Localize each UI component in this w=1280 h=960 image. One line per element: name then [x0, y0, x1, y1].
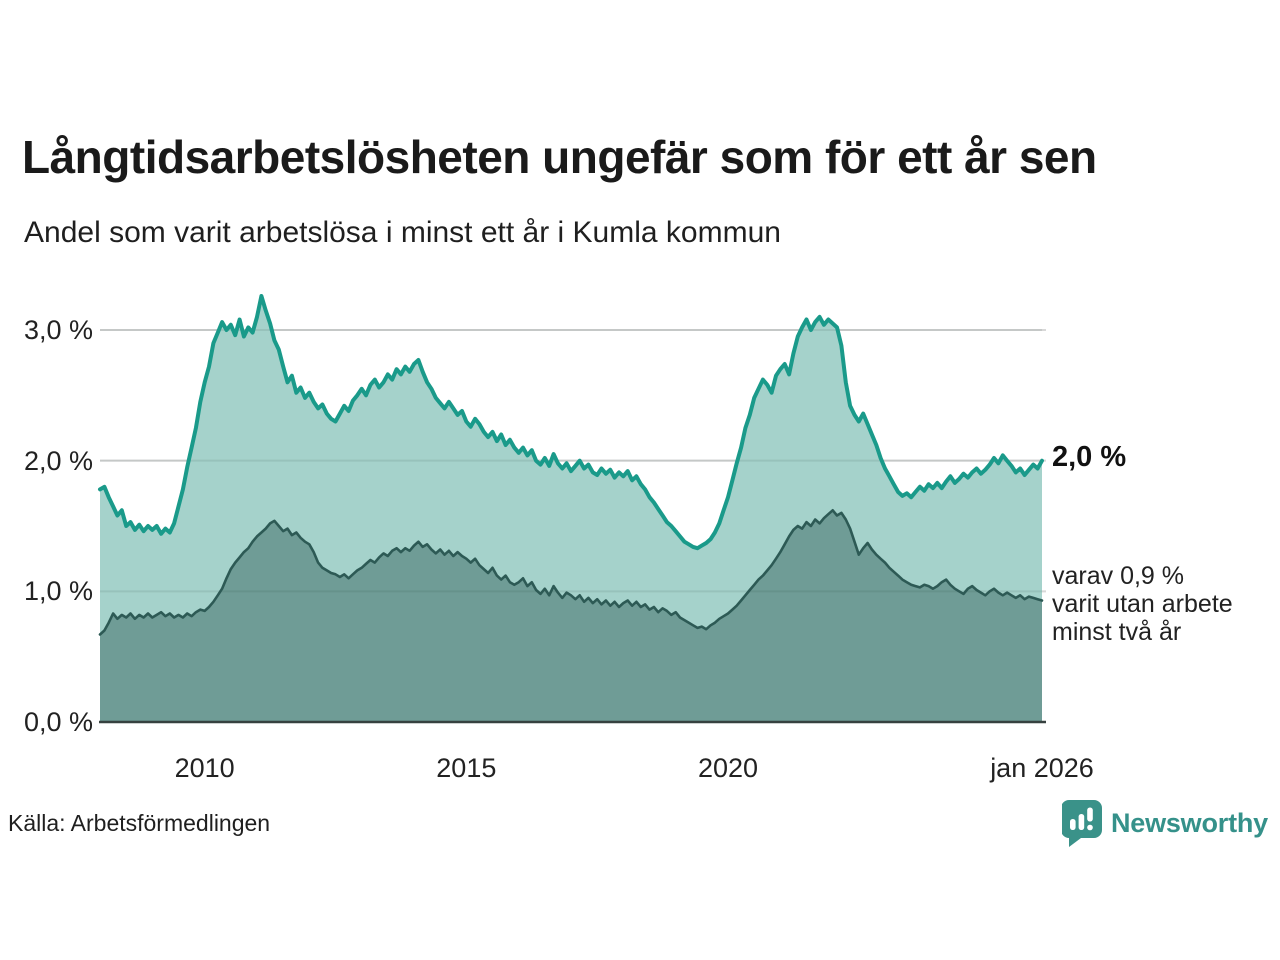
x-axis-tick-label: jan 2026	[990, 753, 1094, 783]
sub-series-note-line: varit utan arbete	[1052, 590, 1233, 619]
page-title: Långtidsarbetslösheten ungefär som för e…	[22, 131, 1097, 183]
x-axis-tick-label: 2015	[436, 753, 497, 783]
sub-series-note: varav 0,9 % varit utan arbete minst två …	[1052, 562, 1233, 646]
y-axis-tick-label: 1,0 %	[23, 576, 93, 607]
newsworthy-logo: Newsworthy	[1061, 800, 1268, 847]
source-credit: Källa: Arbetsförmedlingen	[8, 810, 271, 836]
newsworthy-speech-bubble-bar-chart-icon	[1061, 800, 1102, 847]
x-axis-tick-label: 2020	[697, 753, 759, 783]
latest-value-label: 2,0 %	[1052, 440, 1127, 473]
y-axis-tick-label: 3,0 %	[23, 314, 93, 345]
y-axis-tick-label: 2,0 %	[23, 445, 93, 476]
page-subtitle: Andel som varit arbetslösa i minst ett å…	[24, 216, 781, 249]
sub-series-note-line: varav 0,9 %	[1052, 562, 1185, 591]
y-axis-tick-label: 0,0 %	[23, 707, 93, 737]
x-axis-tick-label: 2010	[174, 753, 235, 783]
newsworthy-wordmark: Newsworthy	[1110, 808, 1268, 838]
sub-series-note-line: minst två år	[1052, 618, 1182, 647]
